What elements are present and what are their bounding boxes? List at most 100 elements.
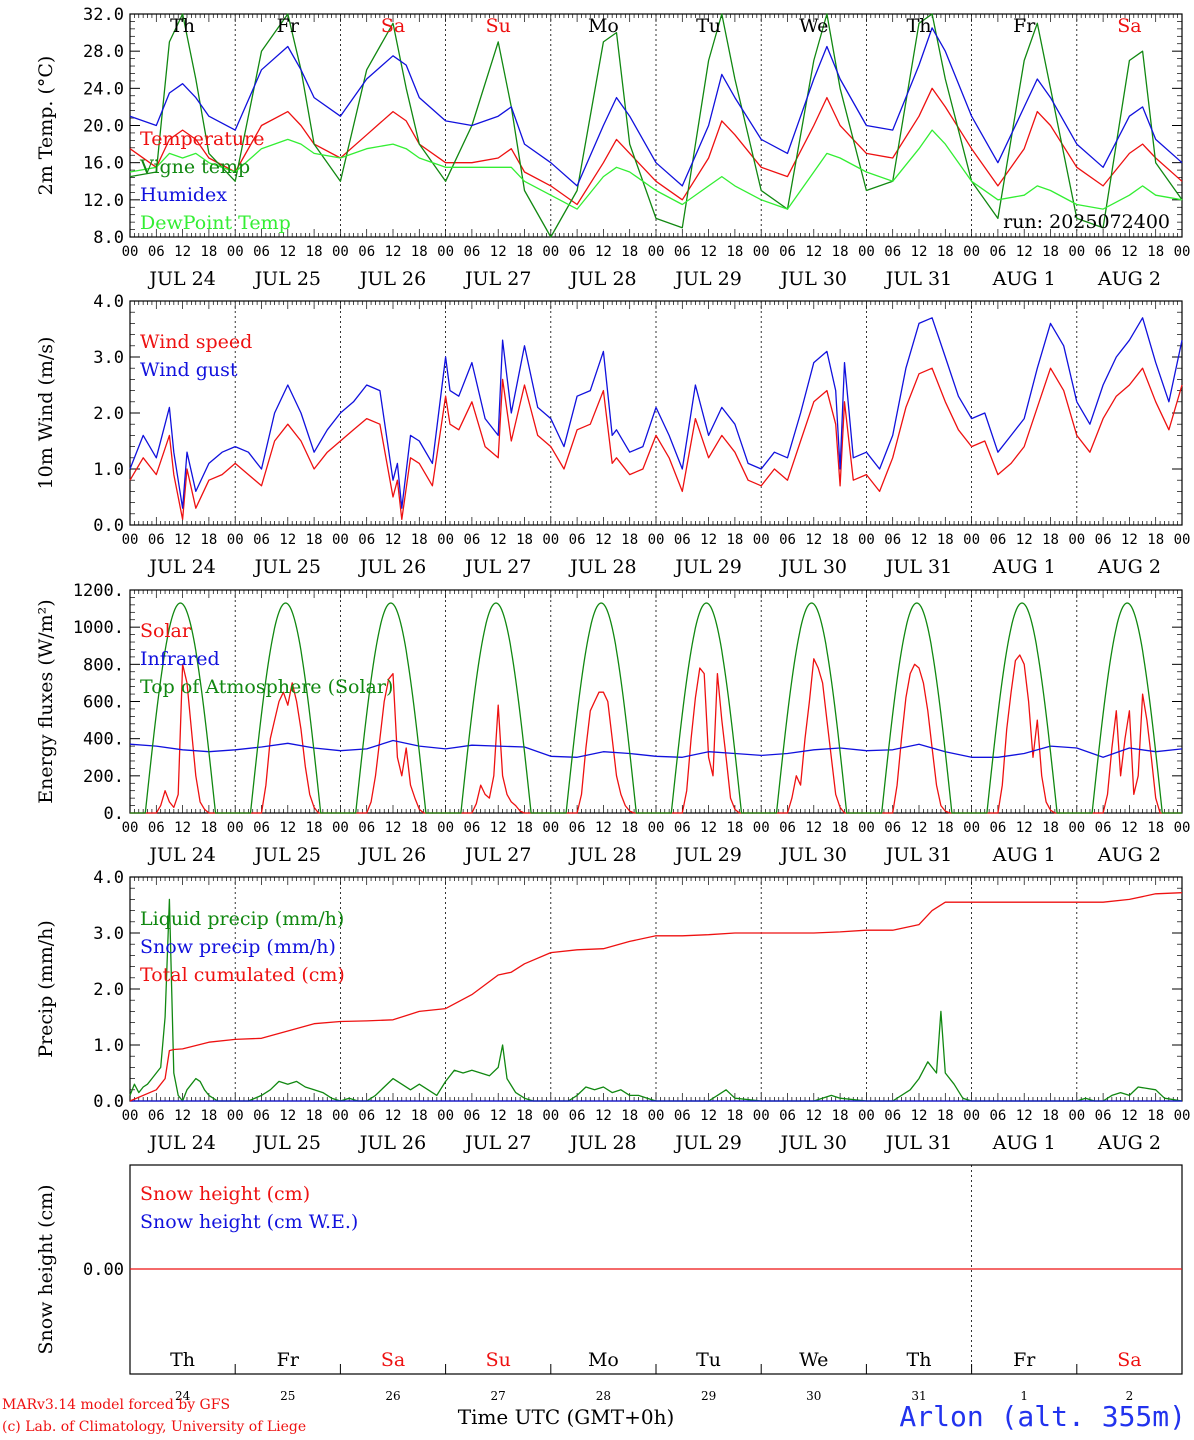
hour-tick-label: 00: [1068, 820, 1085, 836]
y-tick-label: 1.0: [93, 460, 124, 480]
day-name-label: Sa: [381, 1349, 405, 1371]
day-name-label: Sa: [1117, 1349, 1141, 1371]
y-tick-label: 8.0: [93, 228, 124, 248]
hour-tick-label: 00: [963, 244, 980, 260]
hour-tick-label: 00: [122, 244, 139, 260]
hour-tick-label: 06: [884, 1108, 901, 1124]
model-credit: MARv3.14 model forced by GFS: [2, 1397, 231, 1413]
panel-4: 0.0 1.0 2.0 3.0 4.0 00 06 12 18 00 06 12 18 00 06 12 18 0…: [35, 868, 1190, 1154]
hour-tick-label: 00: [542, 532, 559, 548]
hour-tick-label: 18: [516, 820, 533, 836]
legend-entry: Liquid precip (mm/h): [140, 908, 344, 930]
hour-tick-label: 00: [1174, 244, 1191, 260]
date-label: JUL 30: [779, 844, 847, 866]
date-label: JUL 31: [884, 268, 952, 290]
y-axis-label: Precip (mm/h): [35, 920, 57, 1058]
hour-tick-label: 06: [884, 532, 901, 548]
hour-tick-label: 00: [753, 532, 770, 548]
day-name-label: Fr: [1013, 15, 1036, 37]
hour-tick-label: 18: [832, 1108, 849, 1124]
hour-tick-label: 00: [122, 532, 139, 548]
y-tick-label: 0.: [104, 804, 124, 824]
hour-tick-label: 18: [1147, 820, 1164, 836]
hour-tick-label: 18: [1147, 244, 1164, 260]
panel-2: 0.0 1.0 2.0 3.0 4.0 00 06 12 18 00 06 12 18 00 06 12 18 0…: [35, 292, 1190, 578]
lab-credit: (c) Lab. of Climatology, University of L…: [2, 1419, 307, 1435]
hour-tick-label: 00: [753, 1108, 770, 1124]
hour-tick-label: 00: [1068, 244, 1085, 260]
hour-tick-label: 12: [279, 820, 296, 836]
hour-tick-label: 00: [332, 1108, 349, 1124]
hour-tick-label: 12: [174, 244, 191, 260]
hour-tick-label: 12: [1121, 1108, 1138, 1124]
day-name-label: Sa: [1117, 15, 1141, 37]
legend-entry: Total cumulated (cm): [140, 964, 345, 986]
run-label: run: 2025072400: [1003, 211, 1170, 233]
legend-entry: Humidex: [140, 184, 227, 206]
date-label: AUG 1: [992, 268, 1056, 290]
hour-tick-label: 00: [542, 820, 559, 836]
date-label: AUG 1: [992, 556, 1056, 578]
hour-tick-label: 12: [174, 820, 191, 836]
hour-tick-label: 06: [989, 532, 1006, 548]
hour-tick-label: 06: [779, 820, 796, 836]
date-label: AUG 2: [1097, 268, 1161, 290]
y-tick-label: 4.0: [93, 868, 124, 888]
date-label: JUL 28: [568, 556, 636, 578]
legend-entry: Temperature: [140, 128, 264, 150]
hour-tick-label: 12: [595, 1108, 612, 1124]
hour-tick-label: 12: [1121, 820, 1138, 836]
hour-tick-label: 12: [1016, 532, 1033, 548]
date-label: JUL 28: [568, 844, 636, 866]
date-label: JUL 24: [147, 844, 215, 866]
hour-tick-label: 06: [358, 244, 375, 260]
hour-tick-label: 12: [700, 244, 717, 260]
day-name-label: Tu: [696, 1349, 721, 1371]
hour-tick-label: 00: [437, 532, 454, 548]
hour-tick-label: 06: [884, 820, 901, 836]
date-label: JUL 26: [358, 268, 426, 290]
hour-tick-label: 18: [726, 1108, 743, 1124]
hour-tick-label: 18: [832, 532, 849, 548]
hour-tick-label: 06: [569, 820, 586, 836]
day-name-label: Th: [907, 15, 932, 37]
hour-tick-label: 18: [200, 1108, 217, 1124]
date-label: JUL 25: [253, 1132, 321, 1154]
y-tick-label: 800.: [83, 655, 124, 675]
hour-tick-label: 00: [648, 532, 665, 548]
hour-tick-label: 06: [779, 244, 796, 260]
hour-tick-label: 18: [200, 820, 217, 836]
hour-tick-label: 18: [937, 1108, 954, 1124]
hour-tick-label: 06: [1095, 244, 1112, 260]
hour-tick-label: 18: [516, 532, 533, 548]
hour-tick-label: 12: [595, 820, 612, 836]
date-label: AUG 2: [1097, 1132, 1161, 1154]
hour-tick-label: 06: [463, 820, 480, 836]
y-tick-label: 0.00: [83, 1260, 124, 1280]
hour-tick-label: 12: [279, 244, 296, 260]
hour-tick-label: 06: [1095, 1108, 1112, 1124]
date-label: AUG 1: [992, 1132, 1056, 1154]
series-dewpoint-temp: [129, 129, 1183, 210]
hour-tick-label: 18: [1042, 532, 1059, 548]
hour-tick-label: 00: [858, 532, 875, 548]
legend-entry: Snow precip (mm/h): [140, 936, 336, 958]
date-label: AUG 2: [1097, 844, 1161, 866]
hour-tick-label: 00: [542, 1108, 559, 1124]
hour-tick-label: 12: [385, 532, 402, 548]
hour-tick-label: 00: [858, 1108, 875, 1124]
hour-tick-label: 12: [385, 244, 402, 260]
hour-tick-label: 00: [963, 820, 980, 836]
hour-tick-label: 06: [989, 820, 1006, 836]
hour-tick-label: 06: [463, 1108, 480, 1124]
hour-tick-label: 00: [437, 820, 454, 836]
hour-tick-label: 00: [227, 820, 244, 836]
legend-entry: Top of Atmosphere (Solar): [140, 676, 393, 698]
hour-tick-label: 00: [1068, 532, 1085, 548]
hour-tick-label: 18: [1147, 1108, 1164, 1124]
hour-tick-label: 12: [805, 532, 822, 548]
hour-tick-label: 00: [122, 1108, 139, 1124]
date-label: JUL 31: [884, 1132, 952, 1154]
hour-tick-label: 00: [648, 820, 665, 836]
date-number-label: 28: [596, 1389, 611, 1403]
